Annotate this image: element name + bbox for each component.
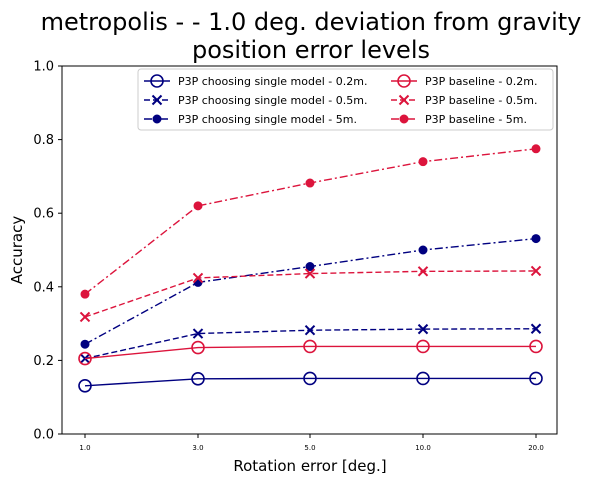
series-5: [79, 265, 542, 323]
marker-stroke: [398, 94, 410, 106]
data-point: [529, 371, 543, 386]
data-point: [416, 371, 430, 386]
series-1: [78, 371, 543, 393]
marker-stroke: [304, 268, 316, 279]
series-line: [84, 345, 536, 360]
data-point: [530, 323, 542, 334]
x-axis-label: Rotation error [deg.]: [233, 457, 386, 475]
data-point: [304, 268, 316, 279]
legend-item: P3P choosing single model - 0.5m.: [144, 94, 367, 107]
data-point: [530, 265, 542, 277]
legend-marker: [152, 114, 162, 124]
legend: P3P choosing single model - 0.2m. P3P bas…: [137, 68, 554, 131]
legend-marker: [398, 94, 410, 106]
data-point: [303, 371, 317, 386]
y-tick-label: 0.4: [33, 280, 54, 295]
marker-stroke: [192, 328, 204, 339]
series-line: [84, 328, 537, 360]
y-tick-label: 1.0: [33, 60, 54, 75]
legend-marker: [397, 74, 411, 88]
legend-item: P3P baseline - 5m.: [391, 113, 527, 126]
marker-stroke: [151, 94, 163, 106]
plot-area: 0.0 0.2 0.4 0.6 0.8 1.0 1.0 3.0 5.0 10.0 20.0: [33, 60, 558, 452]
legend-item: P3P choosing single model - 0.2m.: [144, 74, 367, 88]
legend-label: P3P choosing single model - 0.5m.: [178, 94, 367, 107]
series-4: [78, 339, 543, 366]
chart-title-line1: metropolis - - 1.0 deg. deviation from g…: [41, 8, 582, 36]
marker-stroke: [530, 265, 542, 277]
data-point: [305, 178, 315, 188]
y-tick-label: 0.0: [33, 428, 54, 443]
marker-stroke: [417, 323, 429, 335]
data-point: [418, 157, 428, 167]
y-tick-label: 0.6: [33, 207, 54, 222]
data-point: [78, 378, 92, 393]
x-tick-label: 20.0: [528, 444, 544, 452]
marker-stroke: [192, 272, 204, 284]
data-point: [418, 245, 428, 255]
data-point: [531, 144, 541, 154]
data-point: [417, 323, 429, 335]
x-tick-label: 5.0: [304, 444, 315, 452]
data-point: [80, 289, 90, 299]
data-point: [529, 339, 543, 354]
series-line: [84, 377, 536, 387]
data-point: [305, 262, 315, 272]
data-point: [531, 234, 541, 244]
marker-stroke: [304, 325, 316, 336]
data-point: [191, 371, 205, 386]
y-tick-label: 0.8: [33, 133, 54, 148]
marker-stroke: [79, 311, 91, 323]
legend-item: P3P choosing single model - 5m.: [144, 113, 357, 126]
y-tick-label: 0.2: [33, 354, 54, 369]
legend-label: P3P baseline - 0.5m.: [425, 94, 538, 107]
legend-marker: [151, 94, 163, 106]
data-point: [416, 339, 430, 354]
series-6: [80, 144, 541, 299]
data-point: [80, 339, 90, 349]
x-tick-label: 10.0: [415, 444, 431, 452]
series-line: [84, 270, 537, 318]
legend-marker: [399, 114, 409, 124]
legend-item: P3P baseline - 0.2m.: [391, 74, 538, 88]
data-point: [192, 272, 204, 284]
x-tick-label: 1.0: [79, 444, 90, 452]
data-point: [303, 339, 317, 354]
x-tick-label: 3.0: [192, 444, 203, 452]
series-2: [79, 323, 542, 364]
y-axis-label: Accuracy: [8, 216, 26, 285]
data-point: [191, 340, 205, 355]
legend-box: [137, 68, 554, 131]
marker-stroke: [530, 323, 542, 334]
legend-label: P3P baseline - 0.2m.: [425, 75, 538, 88]
data-point: [417, 266, 429, 277]
legend-label: P3P choosing single model - 0.2m.: [178, 75, 367, 88]
legend-marker: [150, 74, 164, 88]
legend-label: P3P baseline - 5m.: [425, 113, 527, 126]
marker-stroke: [417, 266, 429, 277]
data-point: [193, 201, 203, 211]
data-point: [78, 351, 92, 366]
legend-label: P3P choosing single model - 5m.: [178, 113, 357, 126]
chart-title-line2: position error levels: [192, 36, 430, 64]
legend-item: P3P baseline - 0.5m.: [391, 94, 538, 107]
data-point: [79, 311, 91, 323]
data-point: [192, 328, 204, 339]
data-point: [304, 325, 316, 336]
